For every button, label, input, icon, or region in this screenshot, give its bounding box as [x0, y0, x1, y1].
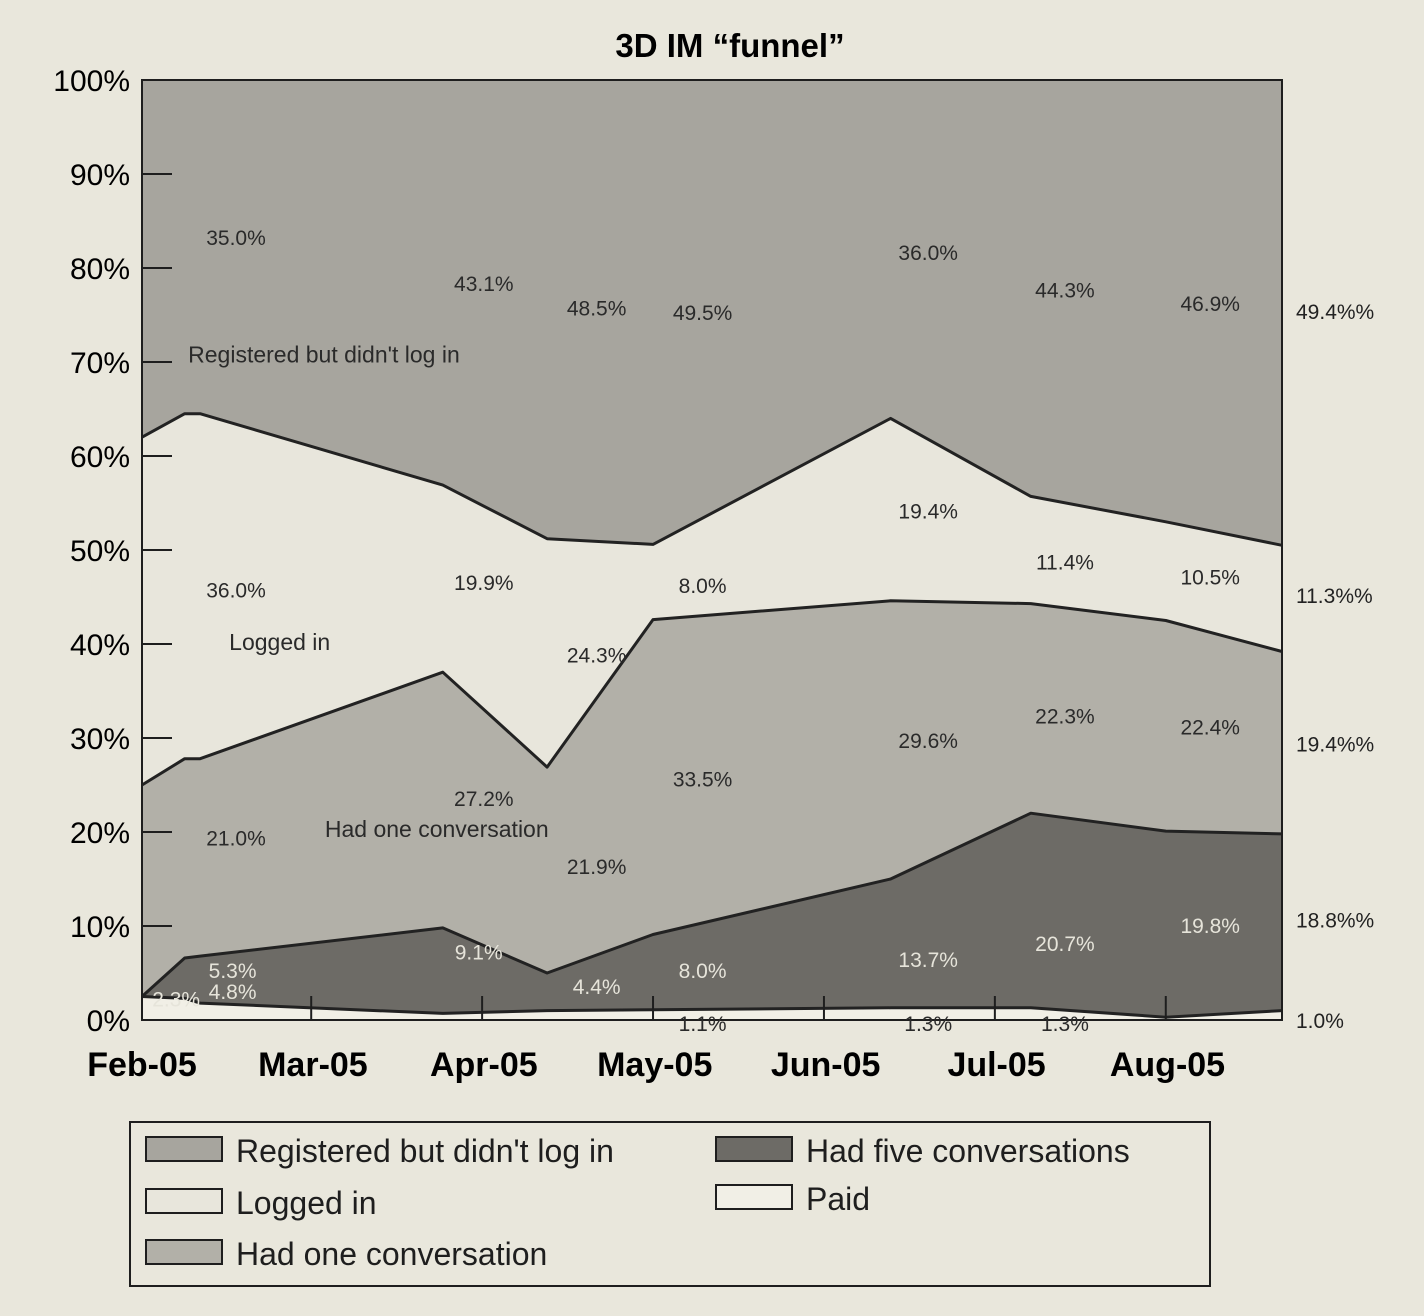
data-label: 29.6% — [898, 730, 958, 753]
data-label: 1.3% — [1041, 1013, 1089, 1036]
legend-label-had-five-conversations: Had five conversations — [806, 1133, 1130, 1169]
legend-label-registered-but-didn-t-log-in: Registered but didn't log in — [236, 1133, 614, 1169]
data-label: 48.5% — [567, 297, 627, 320]
legend-swatch-paid — [715, 1184, 793, 1210]
y-tick-label: 90% — [70, 159, 130, 192]
data-label: 49.5% — [673, 302, 733, 325]
boundary-line-paid — [141, 995, 1283, 1019]
y-tick-label: 80% — [70, 253, 130, 286]
legend-frame — [129, 1121, 1211, 1287]
boundary-line-had-five-conversations — [140, 811, 1283, 998]
area-logged-in — [142, 413, 1282, 785]
data-label: 22.3% — [1035, 705, 1095, 728]
data-label: 36.0% — [898, 242, 958, 265]
data-label: 13.7% — [898, 949, 958, 972]
y-axis: 0% 10% 20% 30% 40% 50% 60% 70% 80% 90% 100% — [53, 65, 172, 1038]
y-tick-label: 50% — [70, 535, 130, 568]
data-label: 21.0% — [206, 828, 266, 851]
data-label: 9.1% — [455, 941, 503, 964]
y-tick-label: 10% — [70, 911, 130, 944]
data-label: 27.2% — [454, 788, 514, 811]
data-label: 20.7% — [1035, 933, 1095, 956]
x-axis: Feb-05 Mar-05 Apr-05 May-05 Jun-05 Jul-05 Aug-… — [87, 996, 1225, 1084]
area-had-one-conversation — [142, 600, 1282, 997]
area-annotations: Registered but didn't log in Logged in Had… — [188, 341, 548, 842]
data-label: 44.3% — [1035, 280, 1095, 303]
data-label: 2.3% — [152, 988, 200, 1011]
boundary-line-logged-in — [141, 412, 1283, 547]
right-edge-labels: 49.4%% 11.3%% 19.4%% 18.8%% 1.0% — [1296, 301, 1374, 1033]
data-label: 46.9% — [1180, 293, 1240, 316]
y-tick-label: 20% — [70, 817, 130, 850]
data-label: 19.9% — [454, 572, 514, 595]
data-label: 21.9% — [567, 856, 627, 879]
data-label: 36.0% — [206, 579, 266, 602]
right-edge-label: 19.4%% — [1296, 734, 1374, 757]
data-label: 11.4% — [1036, 551, 1094, 574]
data-label: 4.8% — [209, 981, 257, 1004]
legend-swatch-logged-in — [145, 1188, 223, 1214]
x-tick-label: Aug-05 — [1110, 1046, 1225, 1084]
data-labels: 35.0% 43.1% 48.5% 49.5% 36.0% 44.3% 46.9% 19.4%… — [152, 227, 1240, 1036]
legend-swatch-had-five-conversations — [715, 1136, 793, 1162]
data-label: 1.1% — [679, 1013, 727, 1036]
y-tick-label: 30% — [70, 723, 130, 756]
chart-legend: Registered but didn't log in Logged in Had… — [129, 1121, 1211, 1287]
right-edge-label: 11.3%% — [1296, 585, 1373, 608]
x-tick-label: Jul-05 — [947, 1046, 1045, 1084]
legend-label-paid: Paid — [806, 1181, 870, 1217]
right-edge-label: 49.4%% — [1296, 301, 1374, 324]
area-annotation: Registered but didn't log in — [188, 341, 460, 367]
data-label: 1.3% — [904, 1013, 952, 1036]
area-had-five-conversations — [142, 813, 1282, 1018]
area-registered-but-didn-t-log-in — [142, 80, 1282, 546]
area-boundary-lines — [140, 412, 1283, 1019]
x-tick-label: Feb-05 — [87, 1046, 197, 1084]
x-tick-label: May-05 — [597, 1046, 712, 1084]
y-tick-label: 70% — [70, 347, 130, 380]
data-label: 24.3% — [567, 644, 627, 667]
legend-label-had-one-conversation: Had one conversation — [236, 1236, 547, 1272]
chart-title: 3D IM “funnel” — [615, 27, 844, 64]
area-annotation: Logged in — [229, 629, 330, 655]
x-tick-label: Jun-05 — [771, 1046, 881, 1084]
data-label: 4.4% — [573, 976, 621, 999]
data-label: 8.0% — [679, 575, 727, 598]
y-tick-label: 100% — [53, 65, 130, 98]
data-label: 19.8% — [1180, 915, 1240, 938]
area-annotation: Had one conversation — [325, 816, 549, 842]
y-tick-label: 60% — [70, 441, 130, 474]
legend-label-logged-in: Logged in — [236, 1185, 377, 1221]
x-tick-label: Mar-05 — [258, 1046, 368, 1084]
y-tick-label: 0% — [87, 1005, 130, 1038]
legend-swatch-had-one-conversation — [145, 1239, 223, 1265]
x-tick-label: Apr-05 — [430, 1046, 538, 1084]
data-label: 33.5% — [673, 768, 733, 791]
area-layers — [142, 80, 1282, 1020]
data-label: 5.3% — [209, 960, 257, 983]
right-edge-label: 18.8%% — [1296, 909, 1374, 932]
boundary-line-had-one-conversation — [141, 599, 1283, 787]
legend-swatch-registered-but-didn-t-log-in — [145, 1136, 223, 1162]
y-tick-label: 40% — [70, 629, 130, 662]
data-label: 22.4% — [1180, 717, 1240, 740]
right-edge-label: 1.0% — [1296, 1010, 1344, 1033]
data-label: 35.0% — [206, 227, 266, 250]
data-label: 10.5% — [1180, 566, 1240, 589]
data-label: 8.0% — [679, 960, 727, 983]
data-label: 43.1% — [454, 273, 514, 296]
data-label: 19.4% — [898, 501, 958, 524]
